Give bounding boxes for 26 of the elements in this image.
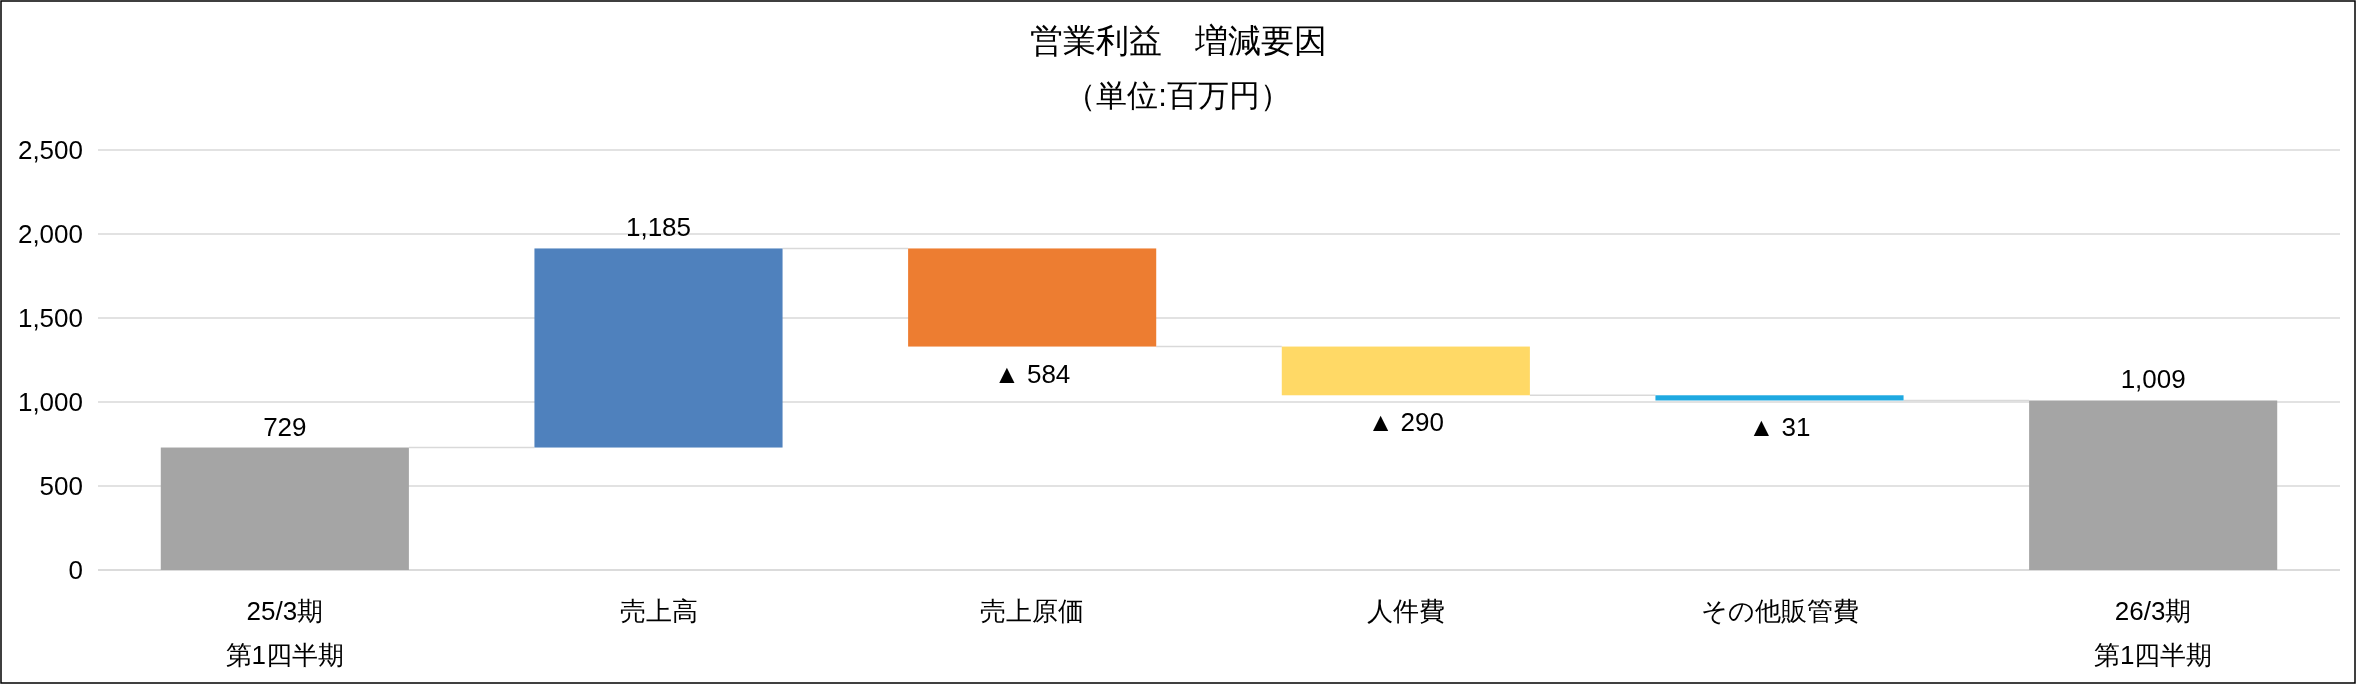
- subtitle: （単位:百万円）: [1065, 78, 1291, 113]
- x-tick-label: 25/3期第1四半期: [225, 596, 345, 670]
- data-label: 1,185: [625, 212, 692, 243]
- x-tick-label: 売上原価: [980, 596, 1085, 626]
- data-label: 1,009: [2120, 364, 2186, 395]
- data-label: ▲ 290: [1367, 407, 1445, 438]
- x-tick-label: 26/3期第1四半期: [2093, 596, 2213, 670]
- x-tick-label: その他販管費: [1700, 596, 1859, 626]
- bar: [534, 248, 783, 448]
- x-tick-label: 人件費: [1366, 596, 1445, 626]
- y-tick-label: 2,500: [17, 135, 83, 165]
- bar: [1655, 395, 1904, 401]
- y-tick-label: 1,500: [17, 303, 83, 333]
- title: 営業利益 増減要因: [1029, 22, 1327, 59]
- bar: [1281, 346, 1530, 396]
- data-label: 729: [263, 411, 307, 442]
- bar: [2029, 400, 2278, 570]
- data-label: ▲ 584: [993, 358, 1071, 389]
- y-tick-label: 500: [39, 471, 83, 501]
- y-tick-label: 2,000: [17, 219, 83, 249]
- y-tick-label: 0: [68, 555, 83, 585]
- bar: [160, 447, 409, 570]
- x-tick-label: 売上高: [619, 596, 698, 626]
- y-tick-label: 1,000: [17, 387, 83, 417]
- bar: [908, 248, 1157, 347]
- data-label: ▲ 31: [1748, 412, 1811, 443]
